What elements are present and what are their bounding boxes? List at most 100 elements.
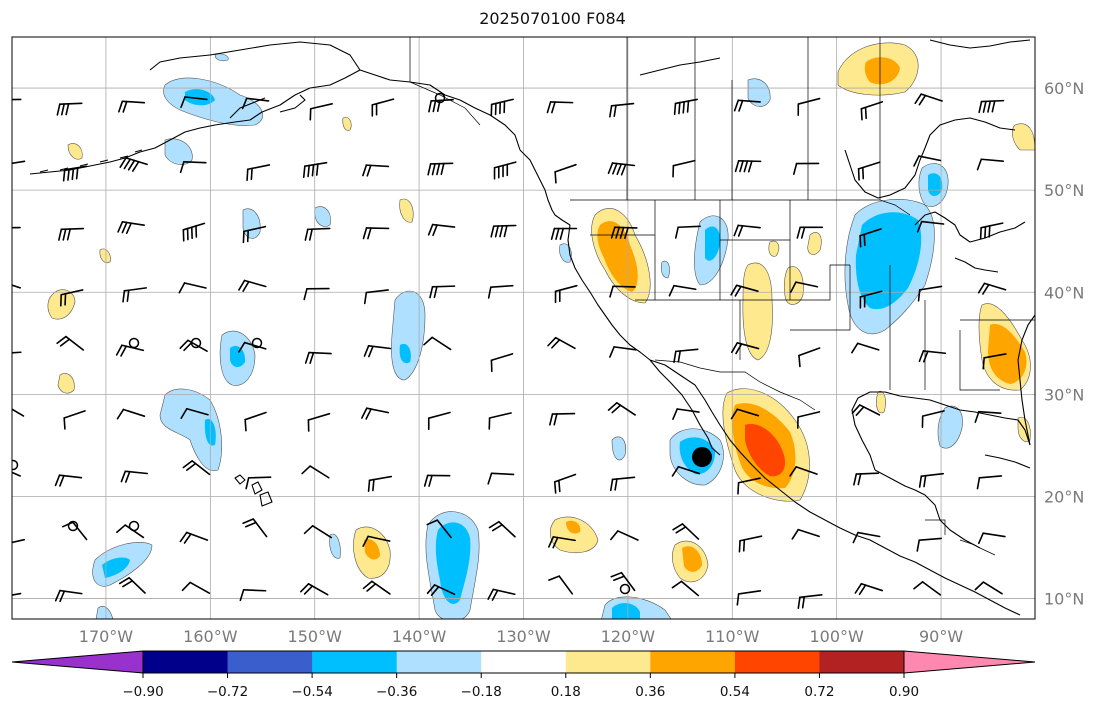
wind-barb <box>362 535 391 547</box>
wind-barb <box>361 407 390 420</box>
colorbar-tick-label: −0.72 <box>207 684 248 700</box>
fill-negative-pacific-central-2 <box>399 343 411 364</box>
colorbar-ticks: −0.90 −0.72 −0.54 −0.36 −0.18 0.18 0.36 0.54 0.7… <box>122 673 919 700</box>
wind-barb <box>12 160 26 165</box>
fill-positive-pacific-c <box>399 198 414 223</box>
wind-barb <box>982 353 1007 370</box>
wind-barb <box>916 220 945 233</box>
wind-barb <box>307 412 331 432</box>
wind-barb <box>918 472 944 488</box>
fill-negative-southwest-pacific-2 <box>102 557 130 578</box>
wind-barb <box>851 404 881 416</box>
colorbar-segment <box>481 651 567 673</box>
wind-barb <box>119 157 148 172</box>
colorbar-tick-label: 0.36 <box>635 684 665 700</box>
wind-barb <box>921 410 945 428</box>
wind-barb <box>427 223 456 237</box>
wind-barb <box>62 521 88 541</box>
calm-circle <box>128 520 140 532</box>
wind-barb <box>797 97 821 116</box>
wind-barb <box>490 224 517 238</box>
colorbar-tick-label: −0.90 <box>122 684 163 700</box>
colorbar-tick-label: −0.36 <box>376 684 417 700</box>
wind-barb <box>304 351 332 365</box>
wind-barb <box>427 162 454 176</box>
wind-barb <box>859 228 882 248</box>
wind-barb <box>852 531 881 544</box>
border-us-mexico <box>654 359 816 411</box>
wind-barb <box>791 528 820 540</box>
coast-great-lakes <box>914 211 1026 273</box>
wind-barb <box>673 348 699 364</box>
lat-tick-label: 20°N <box>1044 487 1084 506</box>
lon-tick-label: 150°W <box>288 627 343 646</box>
wind-barb <box>859 290 883 309</box>
wind-barb <box>547 336 576 350</box>
wind-barb <box>918 350 947 363</box>
calm-circle <box>434 92 446 104</box>
wind-barb <box>550 227 578 240</box>
coast-hudson-bay <box>844 117 1016 199</box>
wind-barb <box>12 408 25 417</box>
colorbar-tick-label: 0.54 <box>720 684 750 700</box>
wind-barb <box>58 227 85 241</box>
wind-barb <box>427 411 451 431</box>
wind-barb <box>860 101 884 121</box>
wind-barb <box>672 159 696 178</box>
map-panel <box>11 36 1036 620</box>
coast-yucatan <box>874 469 981 549</box>
wind-barb <box>974 410 1002 423</box>
wind-barb <box>12 592 22 596</box>
wind-barb <box>245 476 272 490</box>
wind-barb <box>977 532 1006 545</box>
wind-barb <box>304 227 331 241</box>
wind-barb <box>548 575 574 595</box>
wind-barb <box>118 100 146 113</box>
wind-barb <box>546 101 574 114</box>
wind-barb <box>244 411 267 432</box>
wind-barb <box>120 470 148 483</box>
wind-barb <box>976 475 1003 490</box>
wind-barb <box>977 282 1007 295</box>
coast-east <box>1017 314 1035 446</box>
lat-tick-label: 30°N <box>1044 385 1084 404</box>
wind-barb <box>979 222 1004 240</box>
wind-barb <box>854 582 884 596</box>
lon-tick-label: 90°W <box>919 627 963 646</box>
calm-circle <box>251 337 263 349</box>
fill-positive-pacific-e2 <box>364 539 380 560</box>
colorbar-extend-high <box>904 651 1035 673</box>
lat-tick-label: 60°N <box>1044 79 1084 98</box>
storm-center-marker <box>692 447 712 467</box>
border-central-america <box>925 519 996 556</box>
lat-tick-label: 40°N <box>1044 283 1084 302</box>
calm-circle <box>128 337 140 349</box>
map-title: 2025070100 F084 <box>479 9 626 28</box>
wind-barb <box>674 225 701 239</box>
fill-negative-alaska-2 <box>185 89 215 106</box>
wind-barb <box>56 335 85 351</box>
wind-barb <box>238 279 267 292</box>
wind-barb <box>730 408 760 420</box>
coast-baja <box>649 359 721 456</box>
wind-barb <box>789 466 818 477</box>
wind-barb <box>490 353 514 373</box>
wind-barb <box>362 580 391 595</box>
wind-barb <box>367 475 393 493</box>
anomaly-fill-layer <box>47 42 1035 619</box>
wind-barb <box>116 524 145 539</box>
wind-barb <box>242 518 268 538</box>
wind-barb <box>917 285 943 302</box>
wind-barb <box>554 163 577 184</box>
fill-positive-alaska <box>342 117 352 131</box>
coast-west-us <box>567 224 651 361</box>
wind-barb <box>978 99 1005 114</box>
colorbar-tick-label: 0.72 <box>804 684 834 700</box>
colorbar-segment <box>819 651 905 673</box>
fill-positive-mexico-3 <box>745 424 786 477</box>
wind-barb <box>179 531 209 544</box>
lon-tick-label: 140°W <box>392 627 447 646</box>
wind-barb <box>671 465 701 477</box>
wind-barb <box>180 96 208 109</box>
